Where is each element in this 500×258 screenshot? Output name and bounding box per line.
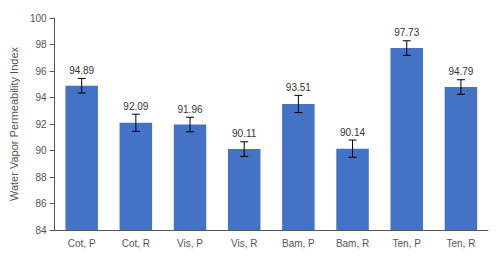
svg-text:86: 86 — [35, 198, 47, 209]
svg-text:Bam, P: Bam, P — [282, 238, 315, 249]
svg-text:90.14: 90.14 — [340, 127, 365, 138]
svg-text:94.89: 94.89 — [69, 65, 94, 76]
svg-text:90.11: 90.11 — [232, 128, 257, 139]
svg-text:92: 92 — [35, 119, 47, 130]
svg-text:88: 88 — [35, 172, 47, 183]
svg-text:97.73: 97.73 — [394, 27, 419, 38]
svg-text:90: 90 — [35, 145, 47, 156]
svg-text:Bam, R: Bam, R — [336, 238, 369, 249]
svg-text:Cot, P: Cot, P — [68, 238, 96, 249]
svg-text:Ten, R: Ten, R — [446, 238, 475, 249]
svg-text:Vis, R: Vis, R — [231, 238, 258, 249]
svg-text:94: 94 — [35, 92, 47, 103]
svg-text:92.09: 92.09 — [123, 101, 148, 112]
svg-text:100: 100 — [30, 13, 47, 24]
svg-text:93.51: 93.51 — [286, 82, 311, 93]
svg-text:Ten, P: Ten, P — [393, 238, 422, 249]
svg-text:96: 96 — [35, 66, 47, 77]
svg-text:Vis, P: Vis, P — [177, 238, 203, 249]
svg-text:94.79: 94.79 — [448, 66, 473, 77]
svg-text:98: 98 — [35, 39, 47, 50]
svg-text:Water Vapor Permeability Index: Water Vapor Permeability Index — [8, 46, 20, 201]
svg-text:84: 84 — [35, 225, 47, 236]
svg-text:Cot, R: Cot, R — [122, 238, 150, 249]
svg-text:91.96: 91.96 — [178, 104, 203, 115]
